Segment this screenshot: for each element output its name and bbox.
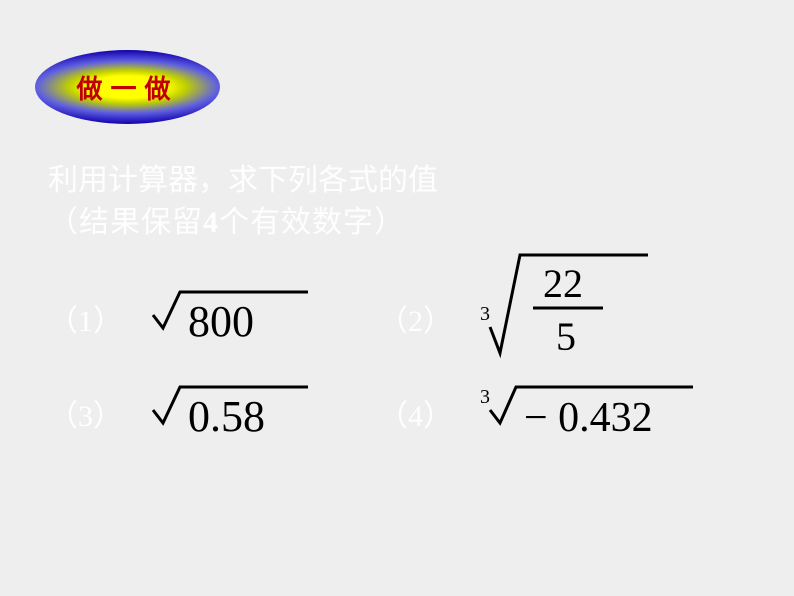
instruction-line2-num: 4: [203, 206, 219, 239]
instruction-block: 利用计算器，求下列各式的值 （结果保留4个有效数字）: [48, 160, 438, 244]
instruction-line2: （结果保留4个有效数字）: [48, 202, 438, 244]
instruction-line2-suffix: 个有效数字）: [219, 206, 405, 239]
radicand-3: 0.58: [188, 392, 265, 441]
index-4: 3: [480, 386, 490, 408]
enum-2: （2）: [378, 296, 478, 340]
expr-row-2: （3） 0.58 （4） 3 − 0.432: [48, 375, 748, 450]
badge-ellipse: 做一做: [35, 50, 220, 124]
enum-1: （1）: [48, 296, 148, 340]
instruction-line2-prefix: （结果保留: [48, 206, 203, 239]
enum-4: （4）: [378, 391, 478, 435]
expressions-grid: （1） 800 （2） （3） 0.58 （4） 3 − 0.432: [48, 280, 748, 470]
radicand-4: − 0.432: [524, 395, 653, 441]
expr-2-svg: 3 22 5: [478, 245, 653, 375]
expr-3-svg: 0.58: [148, 375, 318, 445]
expr-3: 0.58: [148, 375, 318, 450]
instruction-line1: 利用计算器，求下列各式的值: [48, 160, 438, 202]
badge-text: 做一做: [76, 69, 178, 106]
expr-1: 800: [148, 280, 318, 355]
expr-2: 3 22 5: [478, 245, 653, 380]
denominator-2: 5: [556, 314, 576, 359]
expr-4: 3 − 0.432: [478, 375, 698, 450]
radicand-1: 800: [188, 297, 254, 346]
enum-3: （3）: [48, 391, 148, 435]
expr-1-svg: 800: [148, 280, 318, 350]
expr-4-svg: 3 − 0.432: [478, 375, 698, 445]
numerator-2: 22: [543, 261, 583, 306]
index-2: 3: [480, 303, 490, 325]
